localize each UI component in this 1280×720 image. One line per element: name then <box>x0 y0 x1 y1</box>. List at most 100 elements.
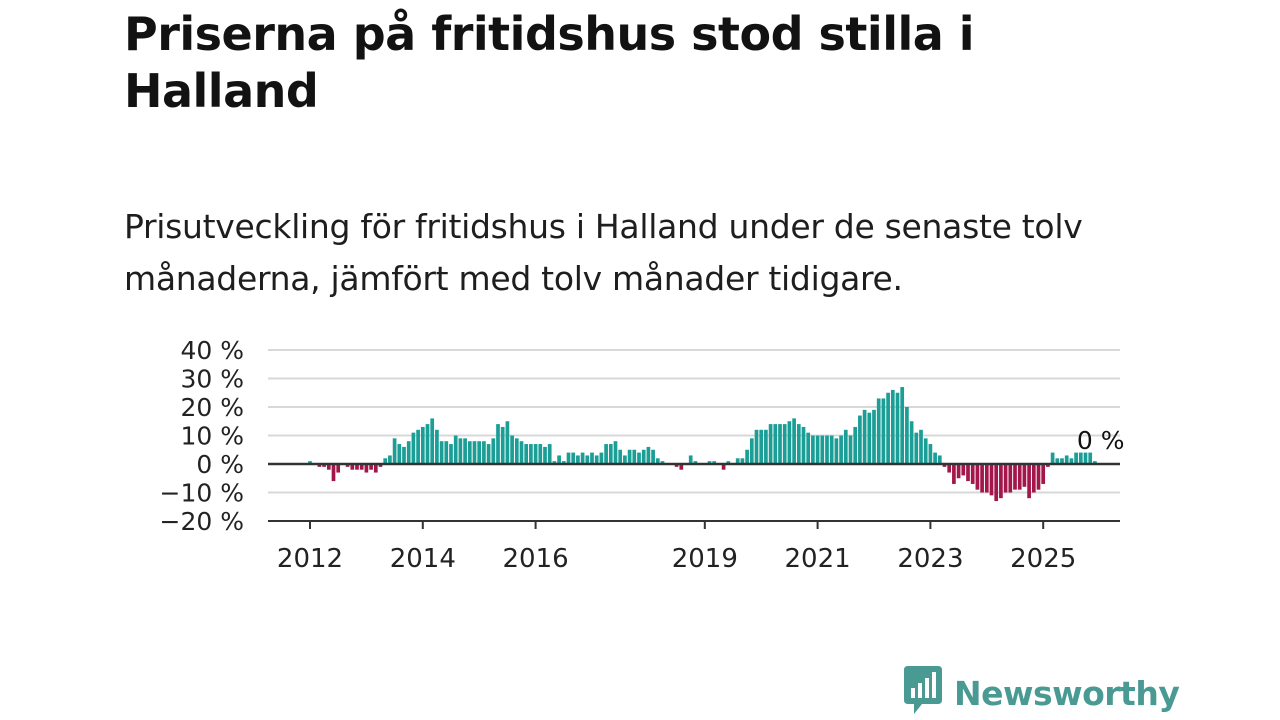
bar <box>373 464 378 473</box>
bar <box>500 426 505 464</box>
y-tick-label: 30 % <box>180 365 244 394</box>
bar <box>496 424 500 464</box>
bar <box>637 452 641 464</box>
bar <box>773 424 778 464</box>
bar <box>594 455 599 464</box>
bar <box>970 464 975 484</box>
bar <box>529 444 533 464</box>
bar <box>815 435 820 464</box>
bar <box>1022 464 1027 487</box>
bar <box>660 461 665 464</box>
bar <box>975 464 980 490</box>
bar <box>853 426 858 464</box>
bar <box>905 407 909 464</box>
bar <box>712 461 717 464</box>
bar <box>491 438 496 464</box>
bar <box>806 432 811 464</box>
bar <box>604 444 608 464</box>
bar <box>778 424 782 464</box>
bar <box>1013 464 1017 490</box>
bar <box>984 464 989 493</box>
bar <box>834 438 839 464</box>
brand-logo[interactable]: Newsworthy <box>902 666 1180 720</box>
bar <box>796 424 801 464</box>
bar <box>947 464 952 473</box>
bar <box>505 421 510 464</box>
bar <box>1017 464 1022 490</box>
bar <box>618 449 623 464</box>
bar <box>1008 464 1013 493</box>
bar <box>999 464 1003 499</box>
bar <box>1078 452 1083 464</box>
bar <box>764 429 768 464</box>
bar <box>1046 464 1050 467</box>
bar <box>453 435 458 464</box>
bar <box>590 452 594 464</box>
bar <box>364 464 369 473</box>
bar <box>928 444 933 464</box>
bar <box>576 455 580 464</box>
newsworthy-logo-icon <box>902 666 944 720</box>
bar <box>707 461 712 464</box>
bar <box>942 464 947 467</box>
bar <box>435 429 439 464</box>
bar <box>839 435 843 464</box>
bar <box>895 392 900 464</box>
bar <box>397 444 402 464</box>
bar <box>966 464 970 482</box>
bar <box>749 438 754 464</box>
bar <box>406 441 411 464</box>
bar <box>359 464 364 470</box>
bar <box>759 429 764 464</box>
bar <box>952 464 956 484</box>
bar <box>613 441 618 464</box>
bar <box>646 446 651 464</box>
bar <box>369 464 373 470</box>
bar <box>510 435 514 464</box>
bar <box>956 464 961 479</box>
bar <box>651 449 655 464</box>
bar <box>735 458 740 464</box>
x-tick-label: 2016 <box>503 544 569 574</box>
bar <box>331 464 336 482</box>
bar <box>674 464 679 467</box>
y-tick-label: −20 % <box>160 507 244 536</box>
bar <box>463 438 467 464</box>
bar <box>571 452 576 464</box>
bar <box>627 449 632 464</box>
bar <box>782 424 787 464</box>
x-tick-label: 2019 <box>672 544 738 574</box>
chart-subtitle: Prisutveckling för fritidshus i Halland … <box>124 207 1083 298</box>
bar <box>378 464 383 467</box>
bar <box>688 455 693 464</box>
bar <box>533 444 538 464</box>
bar <box>843 429 848 464</box>
bar <box>848 435 853 464</box>
bar <box>632 449 637 464</box>
x-tick-label: 2021 <box>785 544 851 574</box>
bar <box>388 455 392 464</box>
bar <box>876 398 881 464</box>
y-tick-label: 40 % <box>180 336 244 365</box>
bars <box>308 387 1097 502</box>
bar <box>829 435 834 464</box>
bar <box>655 458 660 464</box>
bar <box>740 458 745 464</box>
bar <box>858 415 862 464</box>
bar <box>608 444 613 464</box>
bar <box>543 446 547 464</box>
bar <box>989 464 994 496</box>
bar <box>482 441 486 464</box>
bar <box>623 455 627 464</box>
bar <box>416 429 420 464</box>
bar <box>420 426 425 464</box>
bar <box>425 424 430 464</box>
bar <box>1060 458 1064 464</box>
bar <box>919 429 923 464</box>
bar <box>467 441 472 464</box>
bar <box>801 426 806 464</box>
bar <box>355 464 359 470</box>
bar <box>472 441 477 464</box>
bar <box>1093 461 1097 464</box>
bar <box>792 418 796 464</box>
